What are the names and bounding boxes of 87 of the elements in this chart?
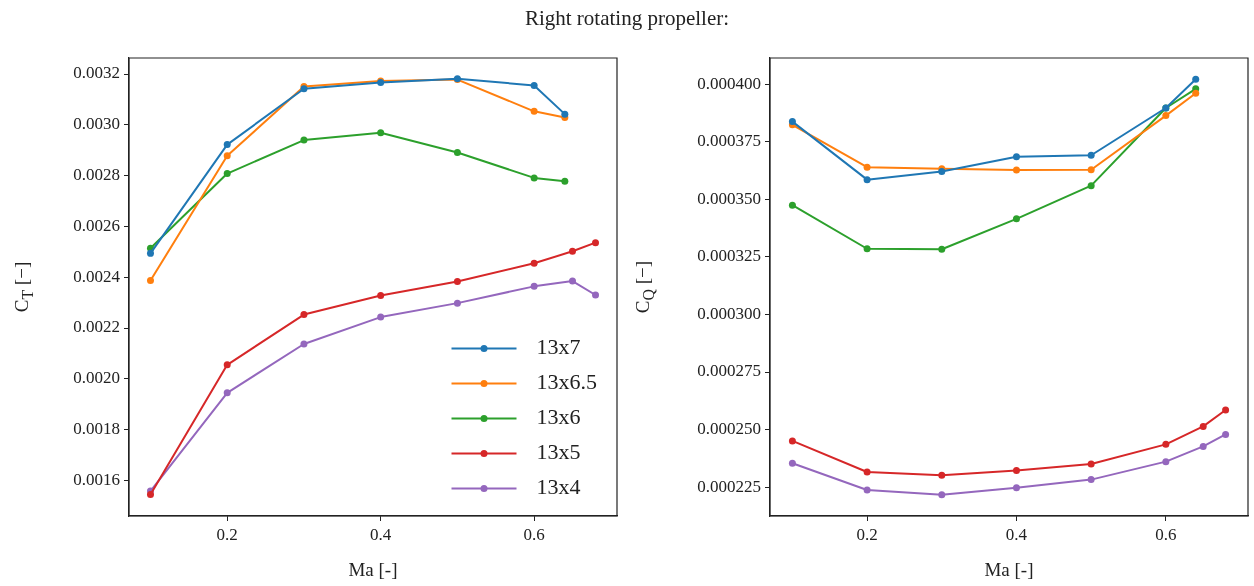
point xyxy=(592,291,600,299)
y-tick-label: 0.0028 xyxy=(73,165,120,185)
point xyxy=(592,239,600,247)
point xyxy=(788,201,796,209)
y-tick-label: 0.0022 xyxy=(73,317,120,337)
y-tick-label: 0.000325 xyxy=(697,246,761,266)
point xyxy=(1162,458,1170,466)
y-tick-label: 0.0016 xyxy=(73,469,120,489)
y-tick-label: 0.0030 xyxy=(73,114,120,134)
y-tick-label: 0.0032 xyxy=(73,63,120,83)
point xyxy=(1087,476,1095,484)
point xyxy=(530,107,538,115)
point xyxy=(1192,89,1200,97)
point xyxy=(569,277,576,285)
point xyxy=(938,471,946,479)
point xyxy=(1012,153,1020,161)
point xyxy=(300,340,308,348)
x-axis-title: Ma [-] xyxy=(348,558,398,580)
x-tick-label: 0.6 xyxy=(523,524,545,544)
point xyxy=(938,491,946,499)
legend-label: 13x6 xyxy=(536,404,581,430)
point xyxy=(377,313,385,321)
y-tick-label: 0.000400 xyxy=(697,73,761,93)
point xyxy=(788,437,796,445)
y-tick-label: 0.0020 xyxy=(73,368,120,388)
point xyxy=(300,136,308,144)
point xyxy=(453,299,461,307)
y-tick-label: 0.000375 xyxy=(697,131,761,151)
point xyxy=(938,245,946,253)
point xyxy=(863,176,871,184)
x-tick-label: 0.2 xyxy=(216,524,238,544)
y-tick-label: 0.0026 xyxy=(73,215,120,235)
y-tick-label: 0.0024 xyxy=(73,266,121,286)
point xyxy=(146,249,154,257)
point xyxy=(223,361,231,369)
point xyxy=(223,152,231,160)
point xyxy=(1162,112,1170,120)
point xyxy=(863,245,871,253)
x-axis-title: Ma [-] xyxy=(984,558,1034,580)
point xyxy=(146,277,154,285)
legend-label: 13x7 xyxy=(536,334,581,360)
y-tick-label: 0.000300 xyxy=(697,303,761,323)
point xyxy=(561,177,569,185)
chart-title: Right rotating propeller: xyxy=(523,6,731,31)
point xyxy=(530,282,538,290)
point xyxy=(377,129,385,137)
point xyxy=(530,81,538,89)
y-tick-label: 0.000250 xyxy=(697,419,761,439)
legend-label: 13x5 xyxy=(536,439,581,465)
point xyxy=(1222,406,1230,414)
point xyxy=(223,389,231,397)
point xyxy=(1199,442,1207,450)
legend-label: 13x6.5 xyxy=(536,369,597,395)
point xyxy=(1012,215,1020,223)
point xyxy=(300,311,308,319)
point xyxy=(1012,166,1020,174)
point xyxy=(863,486,871,494)
legend-label: 13x4 xyxy=(536,474,581,500)
y-tick-label: 0.000350 xyxy=(697,188,761,208)
y-tick-label: 0.0018 xyxy=(73,419,120,439)
point xyxy=(223,170,231,178)
point xyxy=(530,259,538,267)
point xyxy=(1087,460,1095,468)
x-tick-label: 0.4 xyxy=(1005,524,1028,544)
point xyxy=(1192,75,1200,83)
point xyxy=(1222,430,1230,438)
y-tick-label: 0.000275 xyxy=(697,361,761,381)
point xyxy=(453,149,461,156)
x-tick-label: 0.4 xyxy=(370,524,392,544)
point xyxy=(453,278,461,286)
point xyxy=(1087,166,1095,174)
point xyxy=(863,468,871,476)
point xyxy=(1087,151,1095,159)
point xyxy=(1199,422,1207,430)
point xyxy=(1087,182,1095,190)
point xyxy=(223,141,231,149)
point xyxy=(530,174,538,182)
point xyxy=(788,459,796,467)
point xyxy=(377,292,385,300)
point xyxy=(569,247,576,255)
point xyxy=(1012,484,1020,492)
x-tick-label: 0.6 xyxy=(1155,524,1177,544)
y-tick-label: 0.000225 xyxy=(697,476,761,496)
point xyxy=(1012,466,1020,474)
x-tick-label: 0.2 xyxy=(856,524,878,544)
point xyxy=(1162,440,1170,448)
point xyxy=(863,163,871,171)
